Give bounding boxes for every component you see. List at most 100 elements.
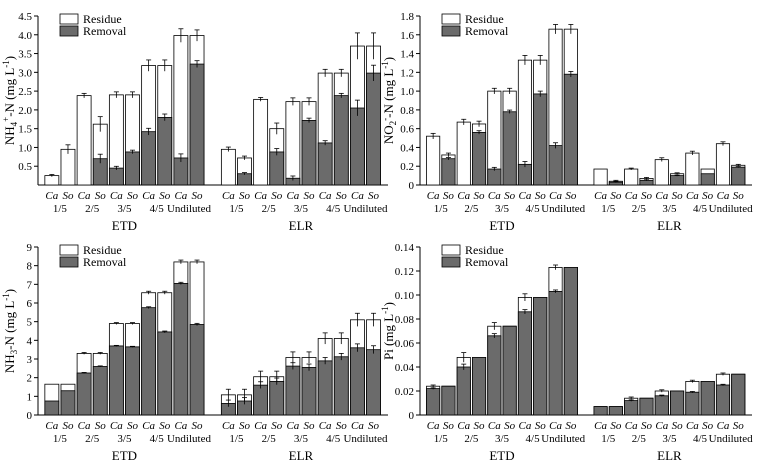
- bar-removal: [269, 151, 285, 186]
- bar-removal: [548, 290, 563, 416]
- bar-removal: [700, 380, 715, 416]
- y-axis-label-part: -N (mg L: [2, 301, 17, 350]
- dilution-label: 3/5: [495, 203, 510, 215]
- bar-label: So: [672, 190, 684, 202]
- legend-swatch-residue: [441, 13, 461, 25]
- y-axis-label: Pi (mg L-1): [380, 302, 396, 360]
- y-tick-label: 9: [27, 242, 33, 254]
- y-tick-label: 8: [27, 261, 33, 273]
- y-axis-label: NH3-N (mg L-1): [1, 289, 19, 373]
- bar-removal: [426, 388, 441, 416]
- dilution-label: 4/5: [526, 433, 541, 445]
- y-tick-label: 0.6: [400, 124, 414, 136]
- bar-residue: [685, 152, 700, 186]
- legend-swatch-removal: [441, 25, 461, 37]
- bar-removal: [366, 72, 381, 186]
- bar-label: Ca: [427, 190, 440, 202]
- bar-label: So: [610, 420, 622, 432]
- bar-residue: [654, 159, 669, 186]
- legend-swatch-removal: [441, 256, 461, 268]
- y-tick-label: 0: [409, 410, 415, 422]
- dilution-label: 3/5: [662, 203, 677, 215]
- bar-removal: [517, 163, 532, 186]
- bar-label: Ca: [222, 420, 235, 432]
- y-tick-label: 4.5: [18, 11, 32, 23]
- y-tick-label: 0: [27, 410, 33, 422]
- bar-removal: [108, 345, 124, 416]
- bar-label: Ca: [717, 420, 730, 432]
- group-label: ETD: [489, 448, 514, 463]
- dilution-label: 2/5: [262, 433, 277, 445]
- bar-removal: [533, 296, 548, 416]
- bar-label: Ca: [549, 190, 562, 202]
- dilution-label: 1/5: [434, 203, 449, 215]
- bar-removal: [502, 325, 517, 416]
- bar-label: So: [368, 190, 380, 202]
- bar-label: Ca: [45, 190, 58, 202]
- y-axis-label-part: -1: [380, 61, 390, 69]
- dilution-label: 2/5: [632, 433, 647, 445]
- bar-label: So: [565, 190, 577, 202]
- bar-label: So: [443, 190, 455, 202]
- y-tick-label: 1.4: [400, 49, 414, 61]
- y-tick-label: 0.5: [18, 161, 32, 173]
- dilution-label: 4/5: [150, 203, 165, 215]
- bar-label: So: [127, 190, 139, 202]
- bar-removal: [639, 179, 654, 186]
- y-tick-label: 0.08: [395, 314, 415, 326]
- dilution-label: 1/5: [434, 433, 449, 445]
- bar-label: So: [62, 190, 74, 202]
- bar-label: Ca: [110, 190, 123, 202]
- bar-residue: [253, 98, 269, 186]
- bar-label: Ca: [594, 420, 607, 432]
- bar-label: So: [95, 190, 107, 202]
- bar-removal: [715, 384, 731, 416]
- bar-label: So: [192, 190, 204, 202]
- bar-residue: [44, 175, 60, 186]
- bar-removal: [533, 93, 548, 186]
- bar-label: Ca: [142, 420, 155, 432]
- bar-label: So: [239, 420, 251, 432]
- bar-label: So: [733, 420, 745, 432]
- y-tick-label: 0.02: [395, 386, 414, 398]
- legend-label-removal: Removal: [465, 24, 509, 38]
- bar-residue: [593, 168, 608, 186]
- dilution-label: 2/5: [85, 203, 100, 215]
- bar-label: So: [672, 420, 684, 432]
- bar-residue: [426, 135, 441, 186]
- bar-removal: [76, 372, 92, 416]
- bar-label: Ca: [319, 420, 332, 432]
- bar-removal: [350, 107, 365, 186]
- legend-label-residue: Residue: [83, 12, 122, 26]
- y-tick-label: 3: [27, 354, 33, 366]
- dilution-label: 1/5: [53, 203, 68, 215]
- bar-label: Ca: [142, 190, 155, 202]
- y-tick-label: 0.06: [395, 338, 415, 350]
- bar-label: Ca: [174, 190, 187, 202]
- bar-label: Ca: [655, 420, 668, 432]
- legend-label-residue: Residue: [83, 243, 122, 257]
- bar-removal: [333, 356, 349, 416]
- bar-removal: [502, 111, 517, 186]
- legend-swatch-residue: [59, 13, 79, 25]
- y-tick-label: 2.5: [18, 86, 32, 98]
- bar-label: Ca: [351, 420, 364, 432]
- bar-removal: [189, 324, 205, 416]
- dilution-label: 4/5: [326, 433, 341, 445]
- bar-removal: [141, 307, 157, 416]
- y-axis-label-part: -1: [380, 306, 390, 314]
- chart-panel-1: 0.51.01.52.02.53.03.54.04.5Ca So Ca So Ca So C…: [1, 11, 388, 233]
- legend-label-removal: Removal: [83, 24, 127, 38]
- bar-label: Ca: [686, 190, 699, 202]
- bar-label: So: [702, 190, 714, 202]
- y-tick-label: 0.4: [400, 142, 414, 154]
- dilution-label: Undiluted: [709, 433, 753, 445]
- bar-removal: [548, 145, 563, 186]
- dilution-label: Undiluted: [343, 203, 387, 215]
- y-axis-label-part: -1: [1, 293, 11, 301]
- bar-label: So: [95, 420, 107, 432]
- y-axis-label-part: -1: [1, 60, 11, 68]
- dilution-label: 3/5: [294, 433, 309, 445]
